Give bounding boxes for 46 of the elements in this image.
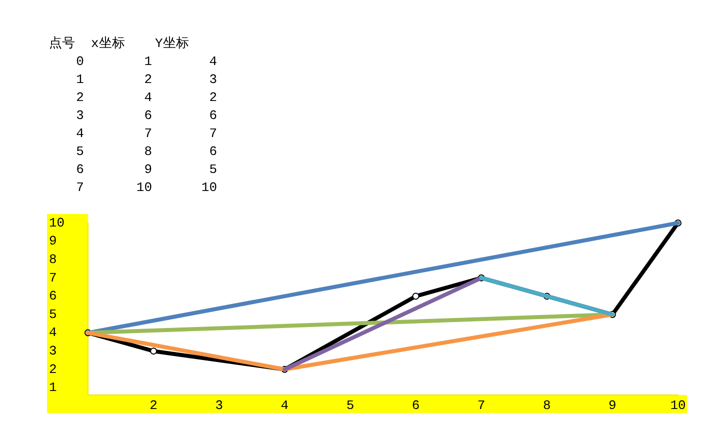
text: 10 (201, 180, 217, 196)
x-tick-label: 4 (280, 398, 289, 414)
text: 4 (209, 54, 217, 70)
text: 2 (209, 90, 217, 106)
text: 0 (76, 54, 84, 70)
x-tick-label: 3 (215, 398, 224, 414)
x-tick-label: 10 (670, 398, 686, 414)
text: 5 (209, 162, 217, 178)
text: 3 (76, 108, 84, 124)
x-tick-label: 2 (150, 398, 158, 414)
text: 7 (144, 126, 152, 142)
y-tick-label: 3 (49, 344, 57, 359)
text: 2 (144, 72, 152, 88)
text: 7 (209, 126, 217, 142)
x-tick-label: 5 (346, 398, 354, 414)
x-tick-label: 9 (608, 398, 616, 414)
text: 4 (76, 126, 84, 142)
text: 3 (209, 72, 217, 88)
text: 1 (76, 72, 84, 88)
text: 10 (136, 180, 152, 196)
text: 4 (144, 90, 152, 106)
text: x坐标 (91, 36, 125, 52)
x-tick-label: 6 (412, 398, 420, 414)
text: 5 (76, 144, 84, 160)
y-tick-label: 5 (49, 306, 57, 322)
y-tick-label: 4 (49, 325, 57, 340)
y-tick-label: 2 (49, 362, 57, 377)
y-tick-label: 9 (49, 234, 57, 249)
text: Y坐标 (155, 36, 189, 52)
text: 9 (144, 162, 152, 178)
text: 6 (144, 108, 152, 124)
text: 1 (144, 54, 152, 70)
text: 2 (76, 90, 84, 106)
text: 6 (209, 108, 217, 124)
y-tick-label: 6 (49, 288, 57, 304)
text: 8 (144, 144, 152, 160)
text: 7 (76, 180, 84, 196)
y-tick-label: 1 (49, 380, 57, 396)
x-tick-label: 7 (477, 398, 486, 414)
x-tick-label: 8 (542, 398, 551, 414)
text: 6 (76, 162, 84, 178)
text: 6 (209, 144, 217, 160)
y-tick-label: 7 (49, 270, 57, 286)
y-tick-label: 8 (49, 252, 57, 268)
text: 点号 (49, 36, 75, 52)
y-tick-label: 10 (49, 215, 65, 230)
